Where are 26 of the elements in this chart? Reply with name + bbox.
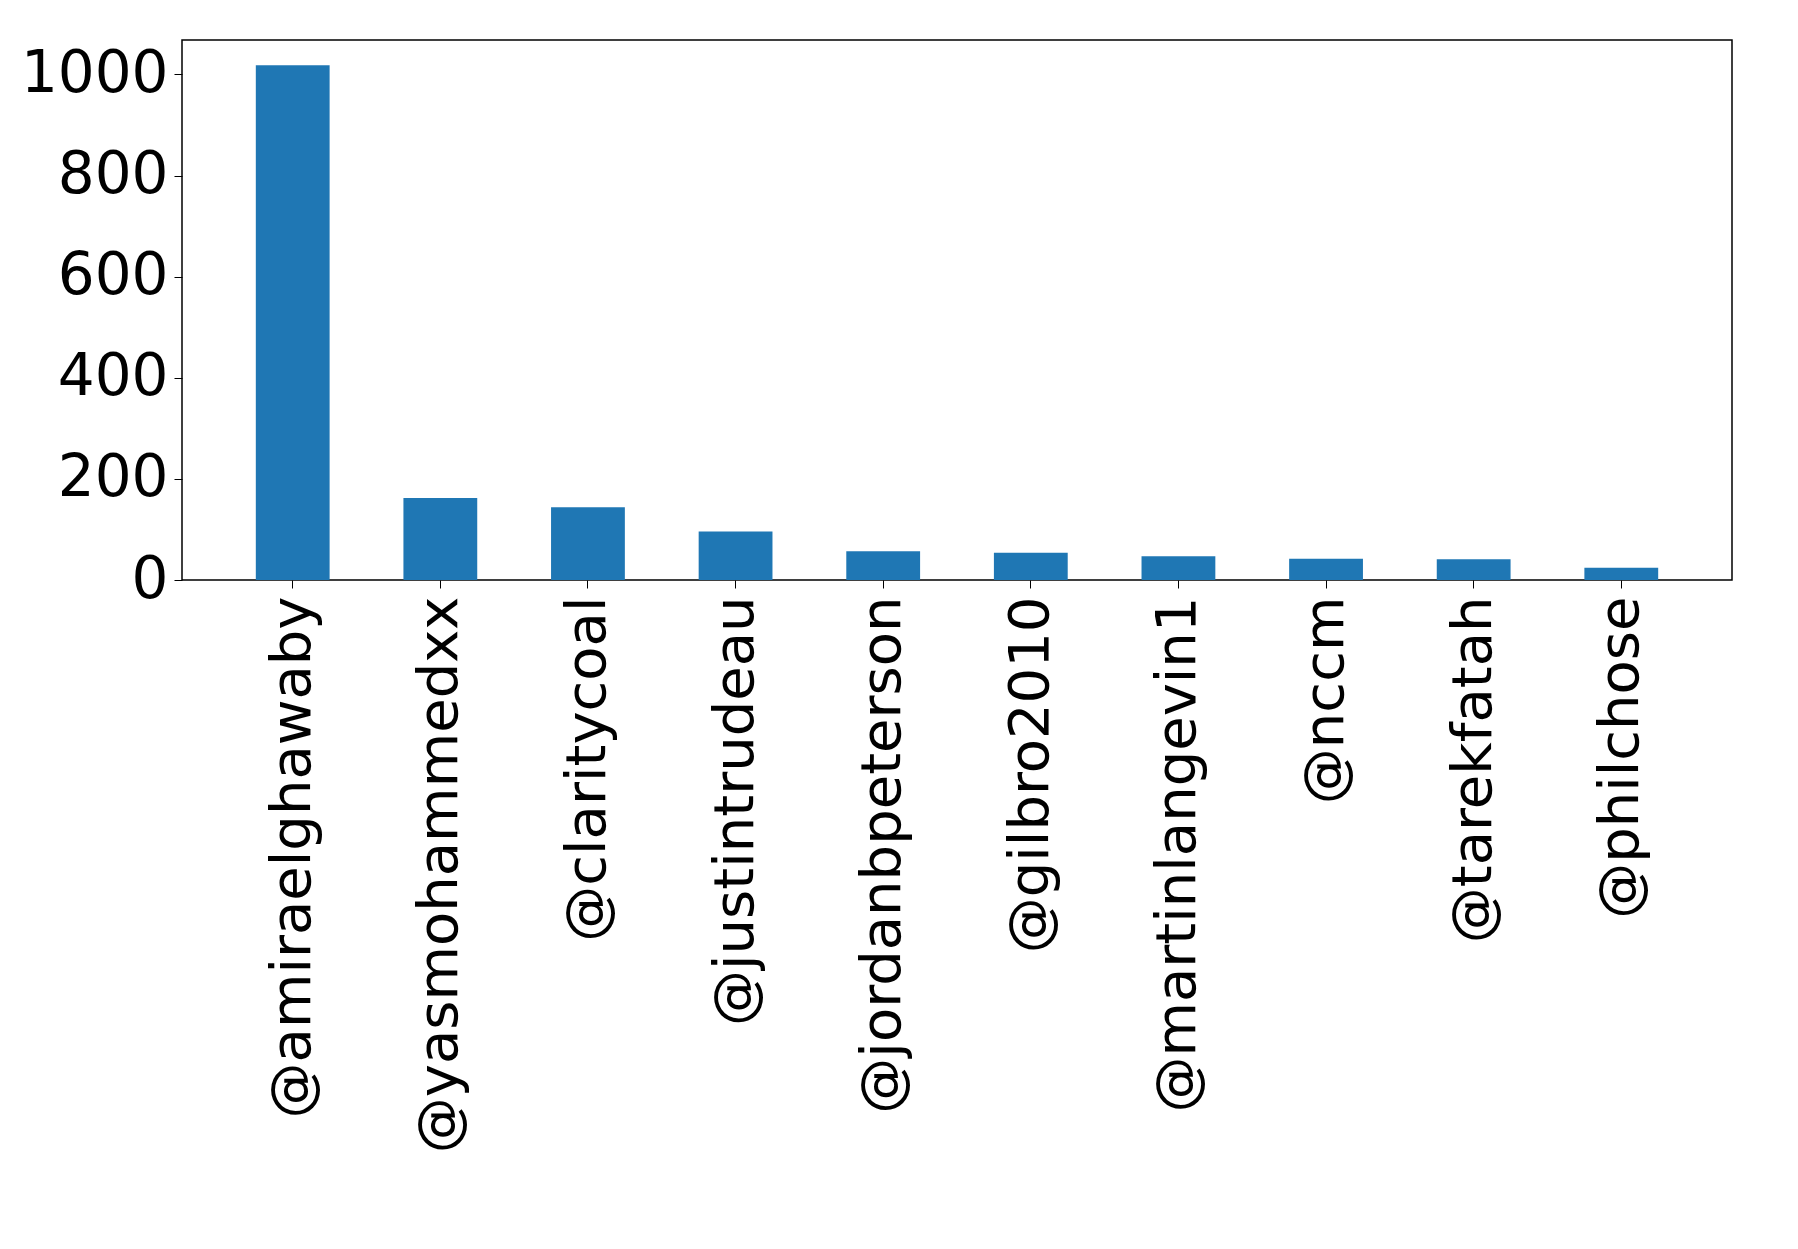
x-tick-label: @claritycoal — [552, 596, 618, 942]
bar — [1436, 559, 1511, 580]
x-tick-label: @amiraelghawaby — [257, 596, 323, 1119]
bar — [1289, 558, 1363, 580]
x-tick-label: @martinlangevin1 — [1143, 596, 1209, 1113]
x-tick-label: @gilbro2010 — [995, 596, 1061, 954]
bar — [993, 552, 1068, 580]
y-tick-label: 1000 — [20, 37, 169, 106]
x-tick-label: @nccm — [1291, 596, 1357, 805]
bar — [698, 531, 773, 580]
y-tick-label: 400 — [57, 341, 169, 410]
y-tick-label: 800 — [57, 139, 169, 208]
bar — [1141, 556, 1216, 580]
x-tick-label: @justintrudeau — [700, 596, 766, 1027]
x-tick-label: @yasmohammedxx — [405, 596, 471, 1154]
x-tick-label: @jordanbpeterson — [848, 596, 914, 1114]
bar — [255, 65, 330, 580]
bar — [1584, 567, 1659, 580]
bar — [846, 551, 921, 580]
bar — [403, 498, 478, 580]
y-tick-label: 600 — [57, 240, 169, 309]
x-tick-label: @philchose — [1586, 596, 1652, 919]
bar — [551, 507, 625, 580]
y-tick-label: 200 — [57, 442, 169, 511]
y-tick-label: 0 — [131, 543, 169, 612]
x-tick-label: @tarekfatah — [1438, 596, 1504, 944]
